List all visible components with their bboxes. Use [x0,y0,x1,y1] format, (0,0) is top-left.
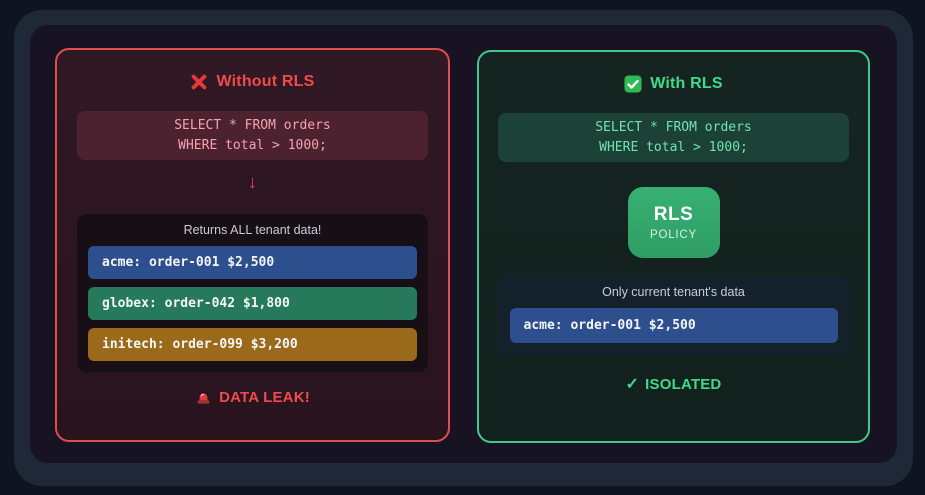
comparison-card: Without RLS SELECT * FROM orders WHERE t… [30,25,897,463]
query-result-box: Only current tenant's data acme: order-0… [496,275,851,356]
sql-line: WHERE total > 1000; [599,139,748,155]
with-rls-title: With RLS [624,75,723,93]
outer-frame: Without RLS SELECT * FROM orders WHERE t… [14,10,913,486]
rls-policy-badge-subtitle: POLICY [650,229,697,241]
sql-line: SELECT * FROM orders [595,120,752,135]
result-label: Only current tenant's data [602,285,745,299]
isolated-status: ✓ ISOLATED [626,376,722,393]
without-rls-title: Without RLS [190,73,314,91]
panel-title-text: Without RLS [216,73,315,90]
panel-title-text: With RLS [650,75,723,92]
data-leak-label: DATA LEAK! [219,389,310,406]
check-mark-button-icon [624,75,642,93]
rls-policy-badge: RLS POLICY [627,187,720,258]
cross-mark-icon [190,73,208,91]
check-mark-icon: ✓ [625,375,640,393]
tenant-data-row: acme: order-001 $2,500 [509,308,838,343]
data-leak-warning: DATA LEAK! [195,389,310,406]
result-label: Returns ALL tenant data! [183,223,322,237]
sql-line: WHERE total > 1000; [178,137,327,153]
rls-policy-badge-title: RLS [653,204,694,225]
sql-query-code-block: SELECT * FROM orders WHERE total > 1000; [77,111,428,160]
down-arrow: ↓ [248,172,257,192]
siren-icon [195,389,212,406]
sql-line: SELECT * FROM orders [174,118,331,133]
tenant-data-row: initech: order-099 $3,200 [88,328,417,361]
without-rls-panel: Without RLS SELECT * FROM orders WHERE t… [55,48,450,442]
sql-query-code-block: SELECT * FROM orders WHERE total > 1000; [498,113,849,162]
tenant-data-row: globex: order-042 $1,800 [88,287,417,320]
isolated-label: ISOLATED [645,376,722,393]
with-rls-panel: With RLS SELECT * FROM orders WHERE tota… [477,50,870,443]
tenant-data-row: acme: order-001 $2,500 [88,246,417,279]
query-result-box: Returns ALL tenant data! acme: order-001… [77,214,428,372]
